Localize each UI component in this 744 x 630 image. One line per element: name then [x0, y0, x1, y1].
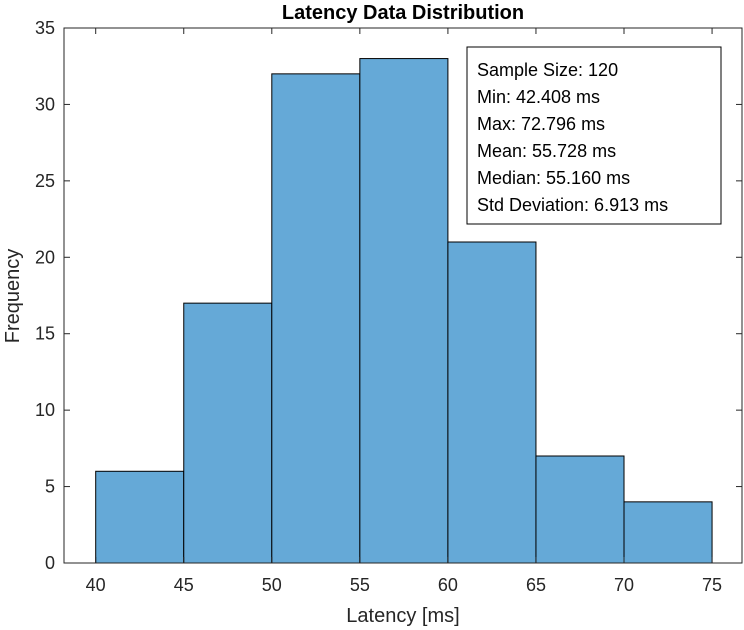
histogram-bar [447, 241, 537, 564]
x-tick-label: 65 [526, 575, 546, 595]
y-axis-ticks: 0 5 10 15 20 25 30 35 [35, 18, 742, 573]
x-axis-ticks: 40 45 50 55 60 65 70 75 [86, 28, 722, 595]
histogram-bar [623, 501, 713, 564]
x-tick-label: 55 [350, 575, 370, 595]
y-tick-label: 30 [35, 94, 55, 114]
y-tick-label: 10 [35, 400, 55, 420]
stats-max: Max: 72.796 ms [477, 114, 605, 134]
stats-min: Min: 42.408 ms [477, 87, 600, 107]
chart-title: Latency Data Distribution [282, 2, 524, 24]
stats-median: Median: 55.160 ms [477, 168, 630, 188]
y-tick-label: 5 [45, 477, 55, 497]
stats-std-deviation: Std Deviation: 6.913 ms [477, 195, 668, 215]
stats-box-border [466, 46, 722, 225]
x-tick-label: 70 [614, 575, 634, 595]
histogram-bar [359, 58, 449, 564]
axes-box [63, 27, 743, 564]
stats-annotation-box: Sample Size: 120 Min: 42.408 ms Max: 72.… [466, 46, 722, 225]
y-tick-label: 15 [35, 324, 55, 344]
x-axis-label: Latency [ms] [346, 605, 459, 627]
bars-group [95, 58, 713, 564]
x-tick-label: 60 [438, 575, 458, 595]
y-axis-label: Frequency [2, 249, 24, 344]
histogram-bar [271, 73, 361, 564]
x-tick-label: 45 [174, 575, 194, 595]
y-tick-label: 20 [35, 247, 55, 267]
histogram-bar [183, 302, 273, 564]
x-tick-label: 50 [262, 575, 282, 595]
x-tick-label: 40 [86, 575, 106, 595]
histogram-bar [95, 470, 185, 564]
y-tick-label: 0 [45, 553, 55, 573]
y-tick-label: 25 [35, 171, 55, 191]
stats-sample-size: Sample Size: 120 [477, 60, 618, 80]
stats-mean: Mean: 55.728 ms [477, 141, 616, 161]
y-tick-label: 35 [35, 18, 55, 38]
histogram-bar [535, 455, 625, 564]
x-tick-label: 75 [702, 575, 722, 595]
